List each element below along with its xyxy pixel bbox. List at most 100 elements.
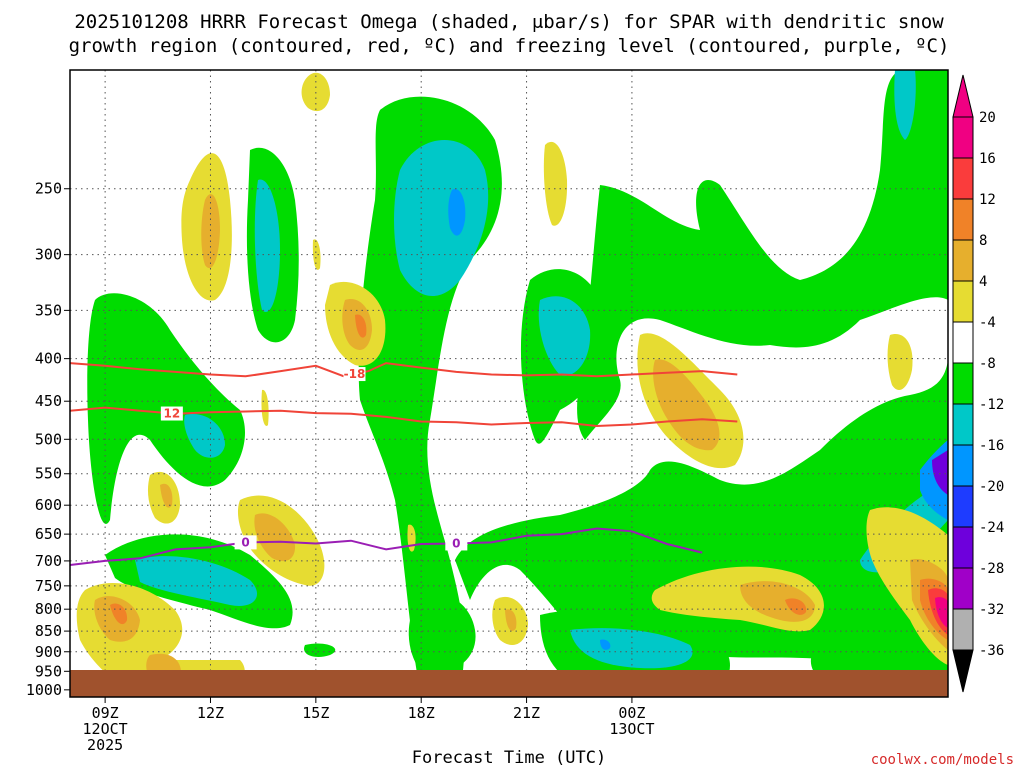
omega-region — [653, 359, 720, 451]
colorbar-label: -16 — [979, 438, 1004, 454]
omega-region — [570, 628, 693, 669]
x-tick-label: 15Z — [302, 704, 329, 722]
omega-region — [254, 513, 296, 562]
colorbar-label: 12 — [979, 192, 996, 208]
omega-region — [261, 389, 269, 426]
contour-label: 0 — [452, 536, 460, 550]
x-tick-label: 12Z — [197, 704, 224, 722]
colorbar-label: -20 — [979, 479, 1004, 495]
y-tick-label: 700 — [35, 552, 62, 570]
surface-ground — [70, 670, 948, 697]
omega-region — [455, 70, 948, 697]
colorbar-label: -24 — [979, 520, 1004, 536]
plot-frame — [69, 69, 949, 698]
omega-region — [110, 603, 128, 625]
x-axis-label: Forecast Time (UTC) — [412, 748, 606, 768]
omega-region — [887, 334, 913, 390]
chart-title-line1: 2025101208 HRRR Forecast Omega (shaded, … — [74, 11, 944, 33]
y-tick-label: 850 — [35, 622, 62, 640]
x-tick-label: 2025 — [87, 736, 123, 754]
omega-region — [785, 598, 807, 615]
chart-title-line2: growth region (contoured, red, ºC) and f… — [69, 35, 950, 57]
omega-region — [408, 594, 476, 673]
contour-label-bg — [343, 367, 366, 382]
y-tick-label: 750 — [35, 577, 62, 595]
x-tick-label: 09Z — [92, 704, 119, 722]
omega-region — [505, 609, 517, 631]
colorbar-swatch — [952, 567, 974, 610]
y-tick-label: 250 — [35, 180, 62, 198]
colorbar-label: 20 — [979, 110, 996, 126]
credit-text: coolwx.com/models — [871, 752, 1014, 768]
y-tick-label: 600 — [35, 496, 62, 514]
colorbar-label: -8 — [979, 356, 996, 372]
y-tick-label: 450 — [35, 392, 62, 410]
contour-lines: -18 12 0 0 — [69, 362, 738, 566]
omega-region — [600, 639, 611, 650]
colorbar-swatch — [952, 321, 974, 364]
omega-region — [254, 179, 280, 312]
contour-label-bg — [445, 536, 468, 551]
colorbar-high-arrow — [952, 74, 974, 118]
grid-lines — [70, 70, 948, 697]
contour-label-bg — [234, 535, 257, 550]
colorbar-swatch — [952, 444, 974, 487]
colorbar-label: 16 — [979, 151, 996, 167]
colorbar-low-arrow — [952, 649, 974, 693]
colorbar-swatch — [952, 526, 974, 569]
omega-region — [538, 296, 591, 376]
y-axis: 250 300 350 400 450 500 550 600 650 700 750 800 850 9… — [26, 180, 70, 699]
omega-region — [201, 194, 220, 269]
omega-region — [304, 643, 336, 657]
omega-region — [448, 189, 466, 236]
omega-region — [935, 597, 948, 628]
colorbar-label: -12 — [979, 397, 1004, 413]
colorbar-swatch — [952, 239, 974, 282]
colorbar-label: -32 — [979, 602, 1004, 618]
y-tick-label: 900 — [35, 643, 62, 661]
omega-region — [543, 141, 568, 226]
y-tick-label: 1000 — [26, 681, 62, 699]
y-tick-label: 350 — [35, 301, 62, 319]
colorbar-label: -4 — [979, 315, 996, 331]
x-tick-label: 12OCT — [83, 720, 128, 738]
colorbar-label: 4 — [979, 274, 987, 290]
contour-label-bg — [160, 406, 183, 421]
x-tick-label: 00Z — [618, 704, 645, 722]
contour-label: 0 — [241, 535, 249, 549]
colorbar-swatch — [952, 157, 974, 200]
omega-region — [301, 72, 330, 112]
omega-region — [894, 70, 916, 140]
colorbar-swatch — [952, 403, 974, 446]
contour-line — [69, 527, 703, 566]
omega-region — [394, 140, 489, 297]
y-tick-label: 500 — [35, 430, 62, 448]
colorbar-swatch — [952, 485, 974, 528]
omega-region — [312, 239, 321, 270]
y-tick-label: 400 — [35, 350, 62, 368]
contour-label: 12 — [163, 407, 180, 421]
omega-region — [184, 414, 225, 458]
y-tick-label: 800 — [35, 600, 62, 618]
contour-label: -18 — [344, 367, 366, 381]
omega-region — [135, 556, 258, 606]
contour-line — [69, 362, 738, 378]
omega-region — [160, 483, 173, 508]
colorbar-swatch — [952, 116, 974, 159]
y-tick-label: 950 — [35, 662, 62, 680]
omega-region — [355, 314, 367, 338]
omega-region — [932, 450, 948, 495]
colorbar-label: -36 — [979, 643, 1004, 659]
colorbar-label: -28 — [979, 561, 1004, 577]
x-tick-label: 18Z — [408, 704, 435, 722]
y-tick-label: 550 — [35, 465, 62, 483]
y-tick-label: 300 — [35, 246, 62, 264]
colorbar: -36 -32 -28 -24 -20 -16 -12 -8 -4 4 8 12 16 20 — [952, 74, 1004, 693]
omega-shading — [76, 70, 948, 697]
colorbar-swatch — [952, 362, 974, 405]
colorbar-swatch — [952, 608, 974, 651]
x-tick-label: 21Z — [513, 704, 540, 722]
y-tick-label: 650 — [35, 525, 62, 543]
